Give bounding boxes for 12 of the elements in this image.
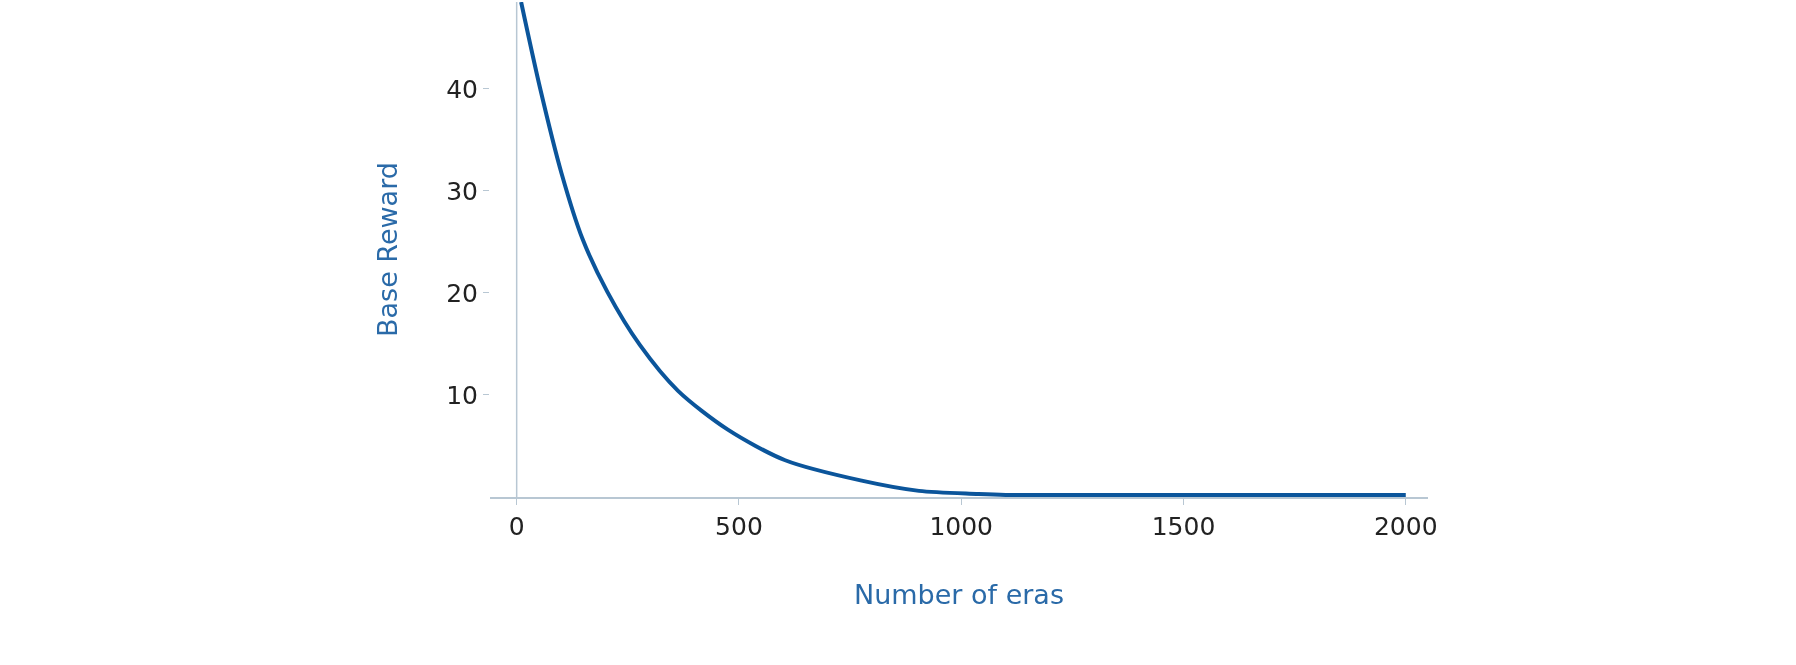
x-tick-label: 1000: [929, 511, 994, 541]
x-tick-label: 1500: [1151, 511, 1216, 541]
x-tick-label: 0: [508, 511, 525, 541]
y-tick-label: 30: [446, 176, 478, 206]
line-series: [519, 2, 1408, 497]
y-tick-label: 20: [446, 278, 478, 308]
y-tick-label: 10: [446, 380, 478, 410]
y-tick-label: 40: [446, 74, 478, 104]
x-tick-label: 2000: [1373, 511, 1438, 541]
x-tick-label: 500: [715, 511, 763, 541]
x-axis-title: Number of eras: [854, 578, 1064, 610]
y-axis-title: Base Reward: [372, 162, 404, 337]
